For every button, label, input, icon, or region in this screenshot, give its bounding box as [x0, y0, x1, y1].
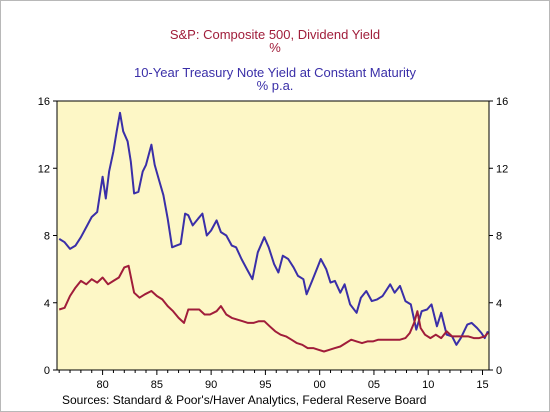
x-tick-label: 10: [422, 379, 434, 391]
series-line-1: [58, 264, 489, 353]
x-tick-label: 05: [368, 379, 380, 391]
chart-source: Sources: Standard & Poor's/Haver Analyti…: [62, 393, 427, 407]
chart-title-dividend-unit: %: [269, 40, 281, 55]
x-tick-label: 90: [205, 379, 217, 391]
y-tick-label-left: 16: [38, 96, 50, 108]
y-tick-label-left: 0: [44, 365, 50, 377]
series-line-0: [58, 111, 489, 346]
y-tick-label-right: 4: [496, 298, 502, 310]
x-tick-label: 15: [476, 379, 488, 391]
series-layer: [58, 111, 489, 353]
y-tick-label-left: 12: [38, 163, 50, 175]
x-tick-label: 00: [314, 379, 326, 391]
y-tick-label-right: 12: [496, 163, 508, 175]
x-tick-label: 95: [259, 379, 271, 391]
y-tick-label-right: 16: [496, 96, 508, 108]
x-tick-label: 85: [151, 379, 163, 391]
chart-title-dividend: S&P: Composite 500, Dividend Yield: [169, 27, 381, 42]
chart-title-treasury: 10-Year Treasury Note Yield at Constant …: [133, 65, 417, 80]
chart-title-treasury-unit: % p.a.: [256, 78, 294, 93]
y-tick-label-right: 8: [496, 231, 502, 243]
plot-border: [56, 100, 490, 371]
y-tick-label-left: 8: [44, 231, 50, 243]
y-tick-label-right: 0: [496, 365, 502, 377]
y-tick-label-left: 4: [44, 298, 50, 310]
x-tick-label: 80: [96, 379, 108, 391]
